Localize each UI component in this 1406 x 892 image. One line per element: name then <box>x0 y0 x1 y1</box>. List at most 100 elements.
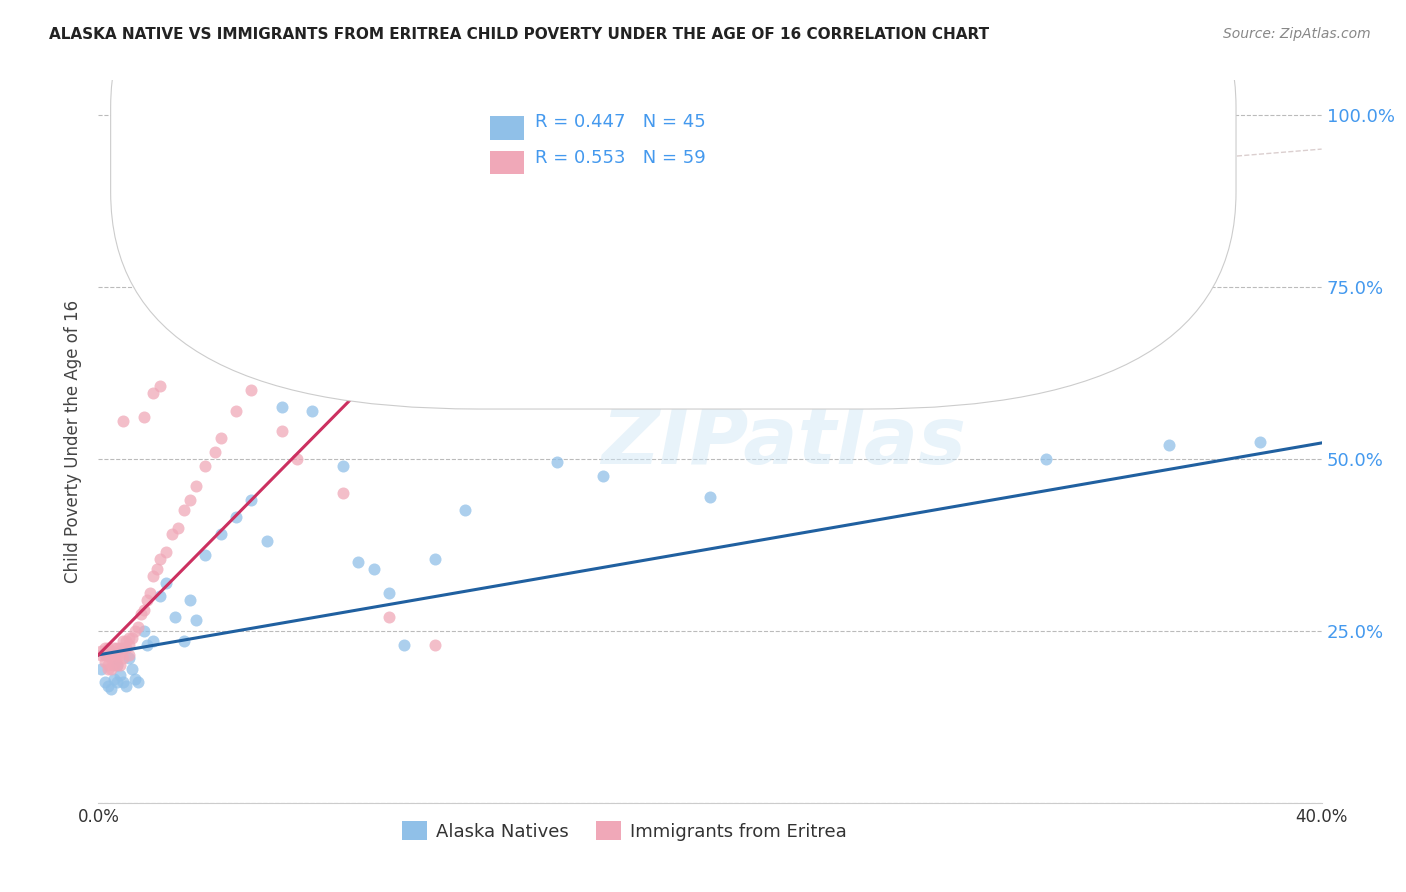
Bar <box>489 117 524 139</box>
Point <box>103 672 125 686</box>
Point <box>115 634 138 648</box>
Point <box>105 658 128 673</box>
Point <box>134 603 156 617</box>
Point <box>1035 451 1057 466</box>
Point <box>142 386 165 401</box>
Point <box>167 520 190 534</box>
Point <box>115 679 138 693</box>
Text: R = 0.553   N = 59: R = 0.553 N = 59 <box>536 149 706 167</box>
Point <box>149 379 172 393</box>
Point <box>127 675 149 690</box>
Point <box>115 640 138 655</box>
Point <box>111 414 134 428</box>
Point <box>97 662 120 676</box>
Point <box>155 575 177 590</box>
Point <box>149 551 172 566</box>
Point <box>105 658 128 673</box>
Point <box>90 644 112 658</box>
Point <box>186 614 208 628</box>
Point <box>129 607 152 621</box>
Point <box>136 592 159 607</box>
Point <box>592 469 614 483</box>
Point <box>179 493 201 508</box>
Point <box>194 548 217 562</box>
Point <box>111 634 134 648</box>
Point <box>378 586 401 600</box>
Point <box>111 640 134 655</box>
Point <box>90 648 112 662</box>
Point <box>699 490 721 504</box>
Point <box>285 451 308 466</box>
Point <box>1249 434 1271 449</box>
Point <box>270 400 292 414</box>
Point <box>118 651 141 665</box>
Point <box>105 640 128 655</box>
Point <box>363 562 385 576</box>
Point <box>93 675 115 690</box>
Text: R = 0.447   N = 45: R = 0.447 N = 45 <box>536 113 706 131</box>
Point <box>173 503 195 517</box>
Point <box>186 479 208 493</box>
Point <box>155 544 177 558</box>
Point <box>160 527 183 541</box>
Point <box>179 592 201 607</box>
Point <box>100 644 122 658</box>
Point <box>285 369 308 384</box>
Point <box>209 527 232 541</box>
Bar <box>489 151 524 174</box>
Point <box>149 590 172 604</box>
Point <box>100 651 122 665</box>
Point <box>90 662 112 676</box>
Point <box>97 679 120 693</box>
Point <box>142 568 165 582</box>
Point <box>108 658 131 673</box>
Point <box>256 534 278 549</box>
Point <box>100 662 122 676</box>
Point <box>118 638 141 652</box>
Point <box>194 458 217 473</box>
Point <box>423 551 446 566</box>
Point <box>163 610 186 624</box>
FancyBboxPatch shape <box>111 0 1236 409</box>
Point <box>454 503 477 517</box>
Point <box>240 383 263 397</box>
Point <box>105 675 128 690</box>
Point <box>1157 438 1180 452</box>
Point <box>225 403 247 417</box>
Point <box>97 648 120 662</box>
Point <box>745 197 768 211</box>
Text: ZIPatlas: ZIPatlas <box>600 402 966 481</box>
Point <box>100 682 122 697</box>
Point <box>423 638 446 652</box>
Point <box>332 486 354 500</box>
Y-axis label: Child Poverty Under the Age of 16: Child Poverty Under the Age of 16 <box>65 300 83 583</box>
Point <box>136 638 159 652</box>
Point <box>118 648 141 662</box>
Point <box>103 648 125 662</box>
Point <box>347 555 370 569</box>
Point <box>93 655 115 669</box>
Point <box>392 638 416 652</box>
Point <box>118 631 141 645</box>
Point <box>378 610 401 624</box>
Point <box>124 672 146 686</box>
Point <box>97 640 120 655</box>
Text: ALASKA NATIVE VS IMMIGRANTS FROM ERITREA CHILD POVERTY UNDER THE AGE OF 16 CORRE: ALASKA NATIVE VS IMMIGRANTS FROM ERITREA… <box>49 27 990 42</box>
Point <box>108 668 131 682</box>
Point <box>121 662 143 676</box>
Point <box>332 458 354 473</box>
Point <box>209 431 232 445</box>
Point <box>301 403 323 417</box>
Point <box>111 675 134 690</box>
Point <box>134 624 156 638</box>
Text: Source: ZipAtlas.com: Source: ZipAtlas.com <box>1223 27 1371 41</box>
Point <box>124 624 146 638</box>
Point <box>103 640 125 655</box>
Point <box>93 648 115 662</box>
Point <box>103 658 125 673</box>
Legend: Alaska Natives, Immigrants from Eritrea: Alaska Natives, Immigrants from Eritrea <box>395 814 855 848</box>
Point <box>121 631 143 645</box>
Point <box>145 562 167 576</box>
Point <box>225 510 247 524</box>
Point <box>546 455 568 469</box>
